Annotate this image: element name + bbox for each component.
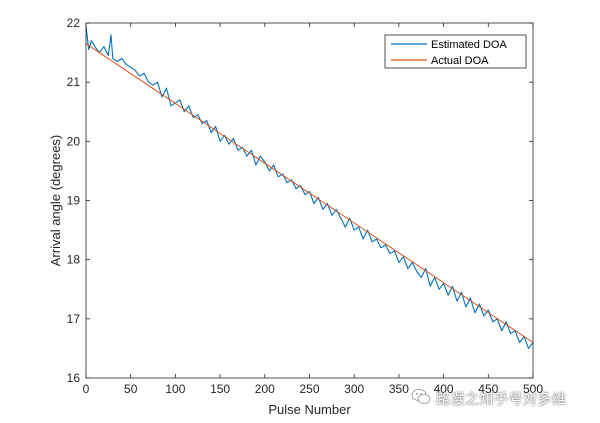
legend-label-estimated-doa: Estimated DOA (431, 39, 507, 51)
x-tick-label: 50 (124, 382, 138, 396)
x-tick-label: 200 (255, 382, 275, 396)
y-tick-label: 21 (67, 75, 81, 89)
ticks-layer: 0 50 100 150 200 250 300 350 400 450 500 16 17 18 19 20… (67, 16, 544, 396)
y-tick-label: 20 (67, 134, 81, 148)
y-tick-label: 17 (67, 312, 81, 326)
x-tick-label: 350 (389, 382, 409, 396)
x-tick-label: 0 (83, 382, 90, 396)
y-axis-title: Arrival angle (degrees) (48, 135, 63, 267)
watermark-text: 路漫之知乎号对多维 (436, 392, 567, 408)
wechat-icon (411, 388, 431, 411)
legend-label-actual-doa: Actual DOA (431, 55, 489, 67)
y-tick-label: 16 (67, 371, 81, 385)
series-line-estimated-doa (85, 25, 534, 349)
legend: Estimated DOA Actual DOA (384, 34, 527, 69)
plot-background (86, 23, 533, 378)
y-tick-label: 19 (67, 194, 81, 208)
x-tick-label: 150 (210, 382, 230, 396)
x-tick-label: 450 (478, 382, 498, 396)
y-tick-label: 18 (67, 253, 81, 267)
x-tick-label: 300 (344, 382, 364, 396)
x-tick-label: 250 (299, 382, 319, 396)
series-layer (85, 25, 534, 349)
watermark: 路漫之知乎号对多维 (411, 388, 567, 410)
legend-box (384, 34, 527, 69)
x-tick-label: 500 (523, 382, 543, 396)
x-tick-label: 400 (434, 382, 454, 396)
y-tick-label: 22 (67, 16, 81, 30)
series-line-actual-doa (85, 43, 534, 343)
x-tick-label: 100 (165, 382, 185, 396)
x-axis-title: Pulse Number (268, 402, 351, 417)
